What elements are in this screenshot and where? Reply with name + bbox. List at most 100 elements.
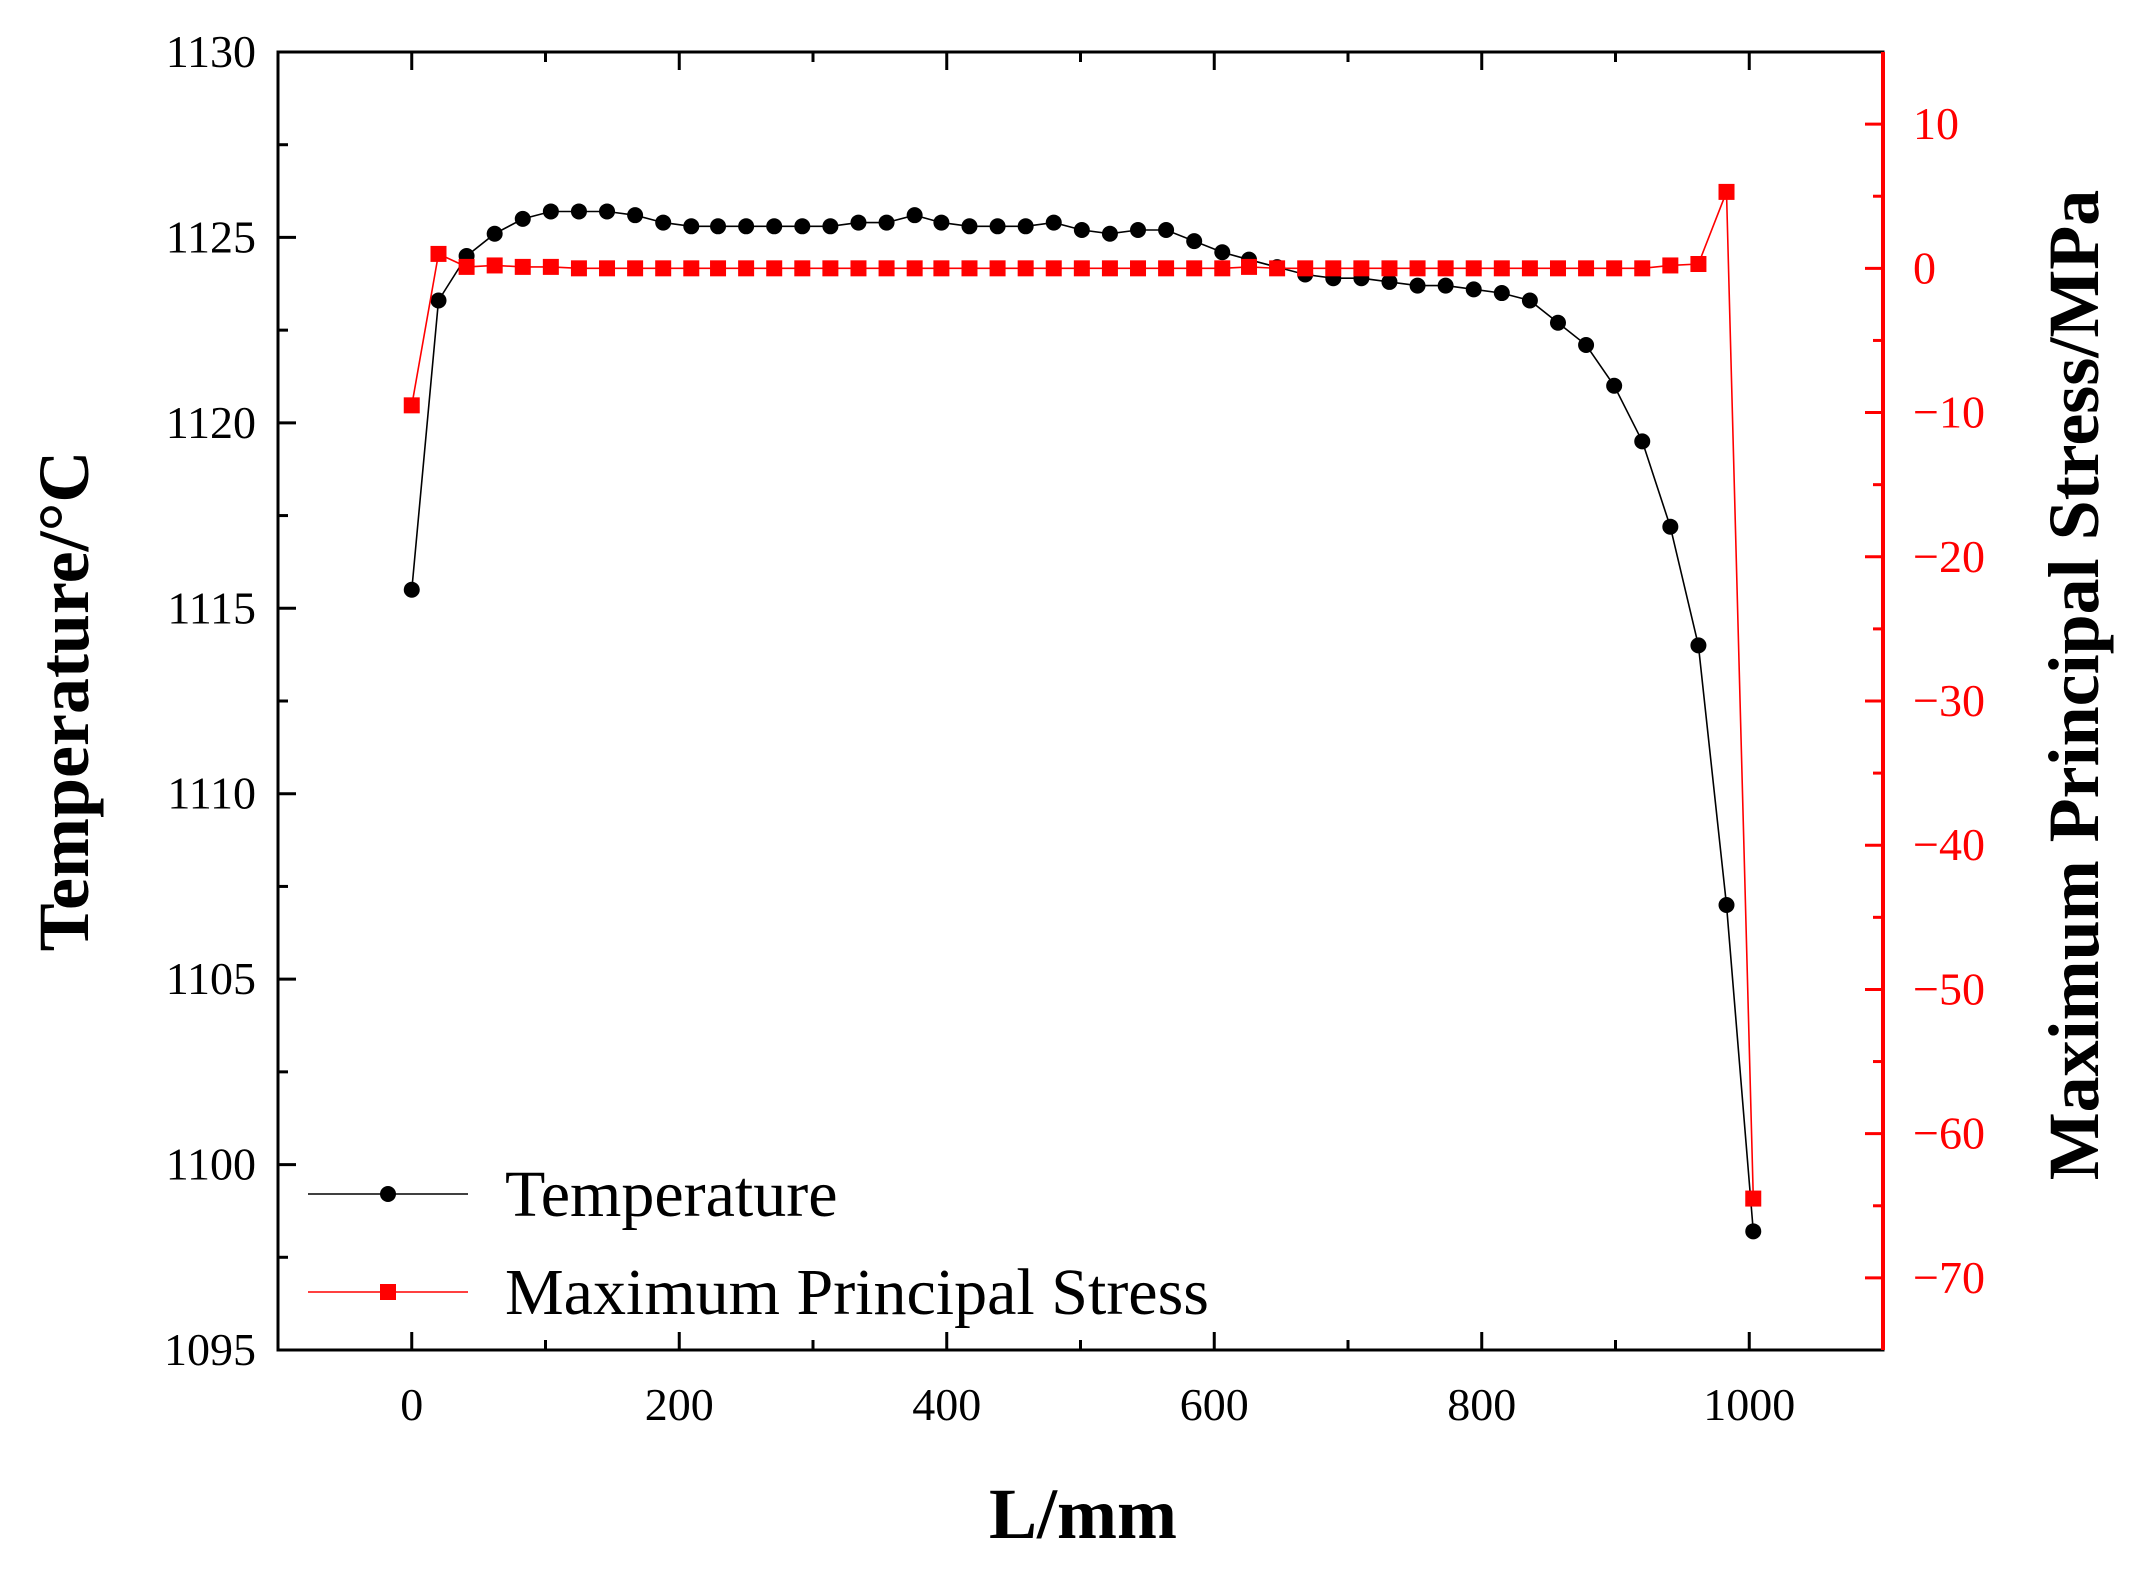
data-point-temperature	[599, 203, 616, 220]
y-left-tick-label: 1115	[167, 582, 256, 633]
data-point-maximum-principal-stress	[683, 260, 700, 277]
data-point-maximum-principal-stress	[1158, 260, 1175, 277]
series-layer	[403, 183, 1762, 1240]
data-point-maximum-principal-stress	[850, 260, 867, 277]
x-tick-label: 200	[645, 1379, 714, 1430]
legend-marker-stress	[380, 1284, 396, 1300]
data-point-temperature	[1186, 233, 1203, 250]
data-point-maximum-principal-stress	[1409, 260, 1426, 277]
data-point-temperature	[878, 214, 895, 231]
data-point-maximum-principal-stress	[627, 260, 644, 277]
data-point-temperature	[1521, 292, 1538, 309]
y-right-axis-title: Maximum Principal Stress/MPa	[2034, 190, 2114, 1181]
series-line-maximum-principal-stress	[411, 191, 1755, 1199]
data-point-temperature	[1045, 214, 1062, 231]
data-point-temperature	[1130, 222, 1147, 239]
data-point-temperature	[430, 292, 447, 309]
legend: Temperature Maximum Principal Stress	[308, 1158, 1209, 1329]
data-point-maximum-principal-stress	[933, 260, 950, 277]
y-right-tick-label: −30	[1913, 675, 1985, 726]
data-point-temperature	[486, 225, 503, 242]
data-point-temperature	[794, 218, 811, 235]
data-point-temperature	[542, 203, 559, 220]
tick-labels: 1095 1100 1105 1110 1115 1120 1125 1130 −70 −60 −5…	[164, 26, 1985, 1430]
data-point-temperature	[961, 218, 978, 235]
y-left-tick-label: 1100	[166, 1139, 256, 1190]
data-point-maximum-principal-stress	[822, 260, 839, 277]
data-point-maximum-principal-stress	[1130, 260, 1147, 277]
data-point-temperature	[1606, 377, 1623, 394]
data-point-temperature	[1381, 273, 1398, 290]
data-point-temperature	[906, 207, 923, 224]
data-point-temperature	[766, 218, 783, 235]
data-point-maximum-principal-stress	[1690, 256, 1707, 273]
data-point-temperature	[1745, 1223, 1762, 1240]
data-point-maximum-principal-stress	[599, 260, 616, 277]
data-point-temperature	[1017, 218, 1034, 235]
y-left-tick-label: 1105	[166, 953, 256, 1004]
data-point-temperature	[1465, 281, 1482, 298]
data-point-maximum-principal-stress	[1325, 260, 1342, 277]
data-point-temperature	[989, 218, 1006, 235]
x-tick-label: 400	[912, 1379, 981, 1430]
data-point-maximum-principal-stress	[1241, 258, 1258, 275]
data-point-maximum-principal-stress	[1297, 260, 1314, 277]
data-point-temperature	[1409, 277, 1426, 294]
data-point-maximum-principal-stress	[1017, 260, 1034, 277]
series-line-temperature	[411, 210, 1755, 1232]
data-point-maximum-principal-stress	[794, 260, 811, 277]
y-right-tick-label: −40	[1913, 819, 1985, 870]
data-point-temperature	[1549, 314, 1566, 331]
data-point-maximum-principal-stress	[1101, 260, 1118, 277]
data-point-maximum-principal-stress	[1718, 183, 1735, 200]
data-point-temperature	[1690, 637, 1707, 654]
y-right-tick-label: −10	[1913, 387, 1985, 438]
axis-ticks	[276, 50, 1885, 1352]
data-point-maximum-principal-stress	[1045, 260, 1062, 277]
x-tick-label: 800	[1447, 1379, 1516, 1430]
data-point-maximum-principal-stress	[1521, 260, 1538, 277]
data-point-temperature	[403, 581, 420, 598]
x-tick-label: 600	[1180, 1379, 1249, 1430]
data-point-maximum-principal-stress	[570, 260, 587, 277]
data-point-maximum-principal-stress	[655, 260, 672, 277]
data-point-maximum-principal-stress	[961, 260, 978, 277]
data-point-maximum-principal-stress	[766, 260, 783, 277]
data-point-temperature	[1662, 518, 1679, 535]
data-point-maximum-principal-stress	[1437, 260, 1454, 277]
y-right-tick-label: 0	[1913, 242, 1936, 293]
data-point-maximum-principal-stress	[1606, 260, 1623, 277]
y-right-tick-label: −70	[1913, 1252, 1985, 1303]
data-point-maximum-principal-stress	[878, 260, 895, 277]
plot-frame	[276, 50, 1885, 1352]
y-right-tick-label: −60	[1913, 1108, 1985, 1159]
data-point-maximum-principal-stress	[458, 258, 475, 275]
data-point-maximum-principal-stress	[403, 397, 420, 414]
data-point-temperature	[655, 214, 672, 231]
data-point-temperature	[1158, 222, 1175, 239]
x-axis-title: L/mm	[989, 1474, 1177, 1554]
data-point-temperature	[710, 218, 727, 235]
legend-marker-temperature	[380, 1186, 396, 1202]
y-left-tick-label: 1125	[166, 211, 256, 262]
y-left-tick-label: 1120	[166, 397, 256, 448]
y-left-tick-label: 1095	[164, 1324, 256, 1375]
data-point-temperature	[1634, 433, 1651, 450]
legend-label-stress: Maximum Principal Stress	[505, 1256, 1209, 1329]
data-point-maximum-principal-stress	[1214, 260, 1231, 277]
data-point-temperature	[1214, 244, 1231, 261]
data-point-temperature	[1578, 336, 1595, 353]
data-point-temperature	[627, 207, 644, 224]
y-left-tick-label: 1130	[166, 26, 256, 77]
data-point-maximum-principal-stress	[1269, 260, 1286, 277]
y-left-axis-title: Temperature/°C	[24, 451, 104, 952]
data-point-maximum-principal-stress	[514, 258, 531, 275]
data-point-temperature	[822, 218, 839, 235]
data-point-temperature	[1101, 225, 1118, 242]
data-point-maximum-principal-stress	[1634, 260, 1651, 277]
y-left-tick-label: 1110	[167, 768, 256, 819]
data-point-maximum-principal-stress	[710, 260, 727, 277]
y-right-tick-label: −20	[1913, 531, 1985, 582]
data-point-temperature	[570, 203, 587, 220]
